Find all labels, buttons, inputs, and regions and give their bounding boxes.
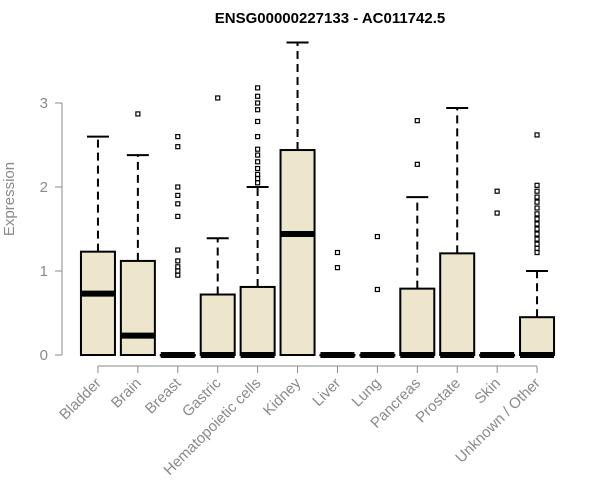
y-tick-label: 2 <box>40 179 48 196</box>
outlier-point <box>534 205 540 211</box>
x-tick-label: Liver <box>309 375 344 410</box>
outlier-point <box>534 188 540 194</box>
y-tick-label: 3 <box>40 95 48 112</box>
outlier-point <box>534 249 540 256</box>
box-group <box>79 135 116 356</box>
box-group <box>399 118 436 358</box>
outlier-point <box>414 118 420 124</box>
outlier-point <box>255 152 261 158</box>
y-axis-label: Expression <box>1 162 18 236</box>
box-body <box>439 252 476 356</box>
box-group <box>119 111 156 357</box>
box-group <box>159 134 196 358</box>
outlier-point <box>175 272 181 278</box>
x-tick-label: Skin <box>471 375 504 408</box>
outlier-point <box>334 265 341 271</box>
box-group <box>479 188 516 358</box>
outlier-point <box>534 211 540 217</box>
outlier-point <box>255 171 261 177</box>
outlier-point <box>534 221 540 227</box>
outlier-point <box>534 226 540 232</box>
box-group <box>319 249 356 358</box>
outlier-point <box>534 199 540 205</box>
x-tick-label: Breast <box>142 374 185 417</box>
outlier-point <box>534 132 540 138</box>
outlier-point <box>175 184 181 190</box>
outlier-point <box>175 134 181 140</box>
outlier-point <box>175 258 181 264</box>
outlier-point <box>534 182 540 188</box>
outlier-point <box>135 111 141 117</box>
box-body <box>399 287 436 357</box>
outlier-point <box>534 231 540 237</box>
outlier-point <box>175 201 181 207</box>
box-group <box>359 233 396 358</box>
outlier-point <box>175 144 181 150</box>
outlier-point <box>175 213 181 219</box>
outlier-point <box>255 134 261 140</box>
box-body <box>279 149 316 356</box>
outlier-point <box>494 210 500 216</box>
outlier-point <box>255 176 261 182</box>
box-group <box>519 132 556 358</box>
outlier-point <box>494 188 500 194</box>
box-body <box>519 316 556 357</box>
outlier-point <box>215 95 221 101</box>
x-tick-label: Brain <box>108 375 145 412</box>
outlier-point <box>255 146 261 152</box>
outlier-point <box>255 107 261 113</box>
outlier-point <box>175 264 181 270</box>
outlier-point <box>255 100 261 106</box>
y-tick-label: 0 <box>40 347 48 364</box>
box-group <box>239 85 276 358</box>
box-group <box>279 41 316 356</box>
outlier-point <box>374 286 380 293</box>
boxes-layer <box>79 41 556 358</box>
box-body <box>79 250 116 356</box>
outlier-point <box>534 236 540 242</box>
box-group <box>199 95 236 358</box>
chart-title: ENSG00000227133 - AC011742.5 <box>215 10 445 27</box>
outlier-point <box>255 180 261 186</box>
outlier-point <box>534 245 540 251</box>
box-group <box>439 107 476 358</box>
outlier-point <box>255 85 261 91</box>
outlier-point <box>334 249 341 256</box>
outlier-point <box>255 159 261 165</box>
outlier-point <box>534 194 540 200</box>
outlier-point <box>175 192 181 198</box>
box-body <box>239 285 276 356</box>
outlier-point <box>255 118 261 125</box>
outlier-point <box>255 93 261 99</box>
x-tick-label: Lung <box>349 375 385 411</box>
box-body <box>199 293 236 356</box>
x-tick-label: Prostate <box>413 375 465 427</box>
outlier-point <box>175 247 181 253</box>
outlier-point <box>414 161 420 167</box>
outlier-point <box>374 233 380 240</box>
x-tick-label: Kidney <box>260 374 305 419</box>
outlier-point <box>534 241 540 247</box>
outlier-point <box>534 216 540 222</box>
outlier-point <box>255 165 261 172</box>
x-tick-label: Bladder <box>56 375 105 424</box>
y-axis: 0 1 2 3 <box>40 95 63 364</box>
outlier-point <box>175 268 181 274</box>
box-body <box>119 259 156 357</box>
y-tick-label: 1 <box>40 263 48 280</box>
